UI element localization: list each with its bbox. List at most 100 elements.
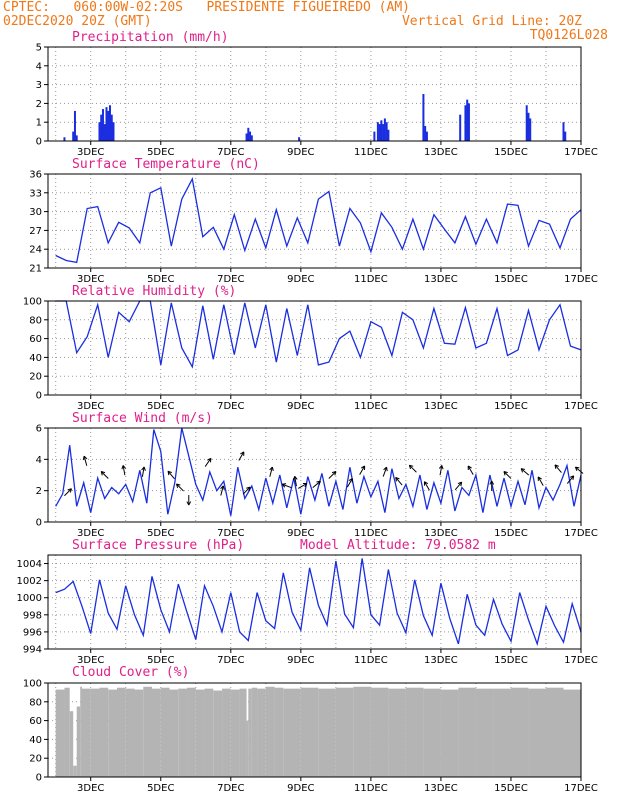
- cloud-bar: [108, 689, 117, 777]
- x-tick-label: 11DEC: [354, 274, 388, 285]
- wind-arrow-head: [121, 465, 124, 470]
- precip-bar: [250, 135, 253, 141]
- cloud-bar: [76, 706, 81, 777]
- precip-bar: [112, 122, 115, 141]
- x-tick-label: 15DEC: [494, 655, 528, 666]
- wind-arrow: [520, 468, 530, 476]
- cloud-bar: [528, 688, 546, 777]
- precip-bar: [298, 137, 301, 141]
- precip-bar: [107, 110, 110, 141]
- wind-arrow-head: [222, 485, 225, 490]
- wind-arrow: [409, 464, 417, 473]
- wind-arrow: [298, 483, 308, 489]
- wind-arrow: [100, 471, 109, 479]
- wind-arrow-head: [82, 455, 85, 461]
- wind-arrow: [242, 486, 251, 495]
- wind-arrow-head: [167, 471, 170, 476]
- y-tick-label: 4: [36, 61, 42, 72]
- precip-bar: [63, 137, 66, 141]
- x-tick-label: 7DEC: [217, 783, 244, 794]
- temp-title: Surface Temperature (nC): [72, 157, 260, 172]
- wind-arrow-head: [503, 471, 506, 476]
- y-tick-label: 80: [29, 315, 42, 326]
- wind-arrow: [382, 466, 388, 477]
- cloud-bar: [73, 765, 77, 777]
- wind-arrow-head: [246, 486, 251, 489]
- x-tick-label: 11DEC: [354, 783, 388, 794]
- y-tick-label: 998: [23, 610, 42, 621]
- precip-bar: [464, 105, 467, 141]
- cloud-bar: [160, 687, 170, 777]
- y-tick-label: 4: [36, 455, 42, 466]
- wind-arrow-head: [569, 475, 574, 478]
- x-tick-label: 17DEC: [564, 147, 598, 158]
- x-tick-label: 5DEC: [147, 401, 174, 412]
- cloud-bar: [510, 687, 529, 777]
- y-tick-label: 24: [29, 245, 42, 256]
- precip-bar: [98, 122, 101, 141]
- wind-arrow-head: [186, 501, 190, 506]
- wind-arrow: [503, 471, 512, 479]
- x-tick-label: 13DEC: [424, 528, 458, 539]
- y-tick-label: 0: [36, 391, 42, 402]
- wind-arrow-head: [281, 483, 286, 488]
- wind-arrow: [566, 475, 575, 484]
- precip-bar: [527, 112, 530, 141]
- cloud-bar: [458, 687, 476, 777]
- cloud-bar: [283, 688, 301, 777]
- cloud-bar: [222, 688, 231, 777]
- x-tick-label: 11DEC: [354, 401, 388, 412]
- cloud-bar: [80, 686, 82, 777]
- pres-title: Surface Pressure (hPa): [72, 538, 244, 553]
- pres-series-line: [55, 558, 582, 647]
- wind-arrow-head: [408, 465, 411, 470]
- wind-arrow: [83, 455, 88, 466]
- precip-bar: [382, 124, 385, 141]
- wind-arrow-head: [176, 483, 181, 486]
- wind-arrow-head: [318, 481, 321, 486]
- x-tick-label: 9DEC: [287, 147, 314, 158]
- y-tick-label: 994: [23, 645, 42, 656]
- y-tick-label: 20: [29, 754, 42, 765]
- wind-arrow-head: [304, 483, 308, 488]
- cloud-bar: [246, 720, 249, 777]
- wind-arrow-head: [122, 465, 127, 469]
- cloud-bar: [143, 686, 153, 777]
- precip-bar: [378, 124, 381, 141]
- y-tick-label: 30: [29, 207, 42, 218]
- precip-bar: [72, 131, 75, 141]
- x-tick-label: 15DEC: [494, 274, 528, 285]
- x-tick-label: 9DEC: [287, 401, 314, 412]
- temp-series-line: [55, 177, 582, 264]
- wind-arrow-head: [141, 466, 145, 471]
- wind-arrow-head: [348, 478, 353, 482]
- precip-bar: [459, 114, 462, 141]
- precip-bar: [247, 127, 250, 141]
- y-tick-label: 0: [36, 518, 42, 529]
- y-tick-label: 80: [29, 697, 42, 708]
- wind-arrow: [312, 480, 321, 488]
- wind-arrow-head: [176, 483, 179, 488]
- x-tick-label: 7DEC: [217, 274, 244, 285]
- cloud-bar: [55, 689, 65, 777]
- wind-arrow: [454, 481, 463, 491]
- x-tick-label: 15DEC: [494, 401, 528, 412]
- precip-bar: [245, 133, 248, 141]
- cloud-bar: [169, 689, 179, 777]
- precip-bar: [562, 122, 565, 141]
- wind-arrow-head: [334, 471, 337, 476]
- precip-bar: [73, 110, 76, 141]
- precip-bar: [75, 135, 78, 141]
- precip-bar: [564, 131, 567, 141]
- wind-arrow-head: [271, 466, 274, 472]
- precip-bar: [249, 131, 252, 141]
- wind-arrow-head: [520, 468, 524, 473]
- wind-arrow-head: [537, 476, 542, 480]
- wind-arrow-head: [83, 455, 88, 460]
- wind-arrow-head: [383, 466, 387, 471]
- x-tick-label: 17DEC: [564, 655, 598, 666]
- cloud-bar: [239, 688, 247, 777]
- wind-arrow-head: [101, 470, 106, 474]
- y-tick-label: 2: [36, 486, 42, 497]
- wind-arrow-head: [460, 482, 463, 487]
